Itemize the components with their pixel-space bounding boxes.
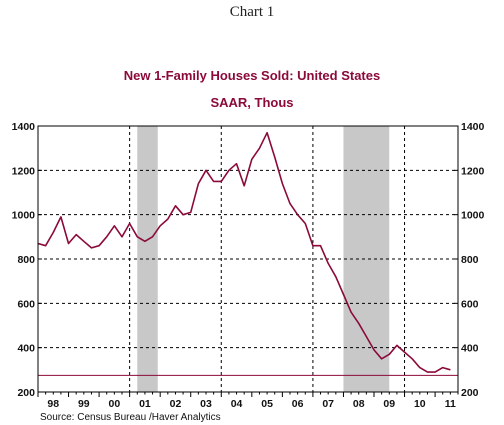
x-tick-label-00: 00: [109, 398, 121, 410]
chart-subtitle: SAAR, Thous: [210, 95, 294, 110]
chart-title: New 1-Family Houses Sold: United States: [123, 68, 381, 83]
y-tick-label-right-600: 600: [461, 298, 479, 310]
y-tick-label-left-600: 600: [17, 298, 35, 310]
x-tick-label-03: 03: [200, 398, 212, 410]
series-line-0: [37, 131, 451, 373]
x-tick-label-01: 01: [139, 398, 151, 410]
series-layer: [37, 131, 451, 373]
x-tick-label-02: 02: [170, 398, 182, 410]
y-tick-label-right-1400: 1400: [461, 121, 485, 133]
x-tick-label-06: 06: [292, 398, 304, 410]
axis-ticks: [37, 125, 459, 397]
x-tick-label-07: 07: [322, 398, 334, 410]
y-tick-label-left-1200: 1200: [12, 165, 36, 177]
y-tick-label-left-800: 800: [17, 254, 35, 266]
y-tick-label-left-1400: 1400: [12, 121, 36, 133]
gridlines: [38, 125, 458, 392]
page-heading: Chart 1: [229, 4, 275, 20]
x-tick-label-99: 99: [78, 398, 90, 410]
x-tick-label-08: 08: [353, 398, 365, 410]
y-tick-label-right-1200: 1200: [461, 165, 485, 177]
y-tick-label-left-1000: 1000: [12, 210, 36, 222]
x-tick-label-10: 10: [414, 398, 426, 410]
x-tick-label-05: 05: [261, 398, 273, 410]
x-tick-label-04: 04: [231, 398, 243, 410]
y-tick-label-right-400: 400: [461, 343, 479, 355]
y-tick-label-right-800: 800: [461, 254, 479, 266]
source-note: Source: Census Bureau /Haver Analytics: [40, 412, 221, 423]
y-tick-label-left-200: 200: [17, 387, 35, 399]
x-tick-label-98: 98: [47, 398, 59, 410]
x-tick-label-11: 11: [445, 398, 456, 410]
y-tick-label-right-1000: 1000: [461, 210, 485, 222]
y-tick-label-right-200: 200: [461, 387, 479, 399]
x-tick-label-09: 09: [383, 398, 395, 410]
y-tick-label-left-400: 400: [17, 343, 35, 355]
